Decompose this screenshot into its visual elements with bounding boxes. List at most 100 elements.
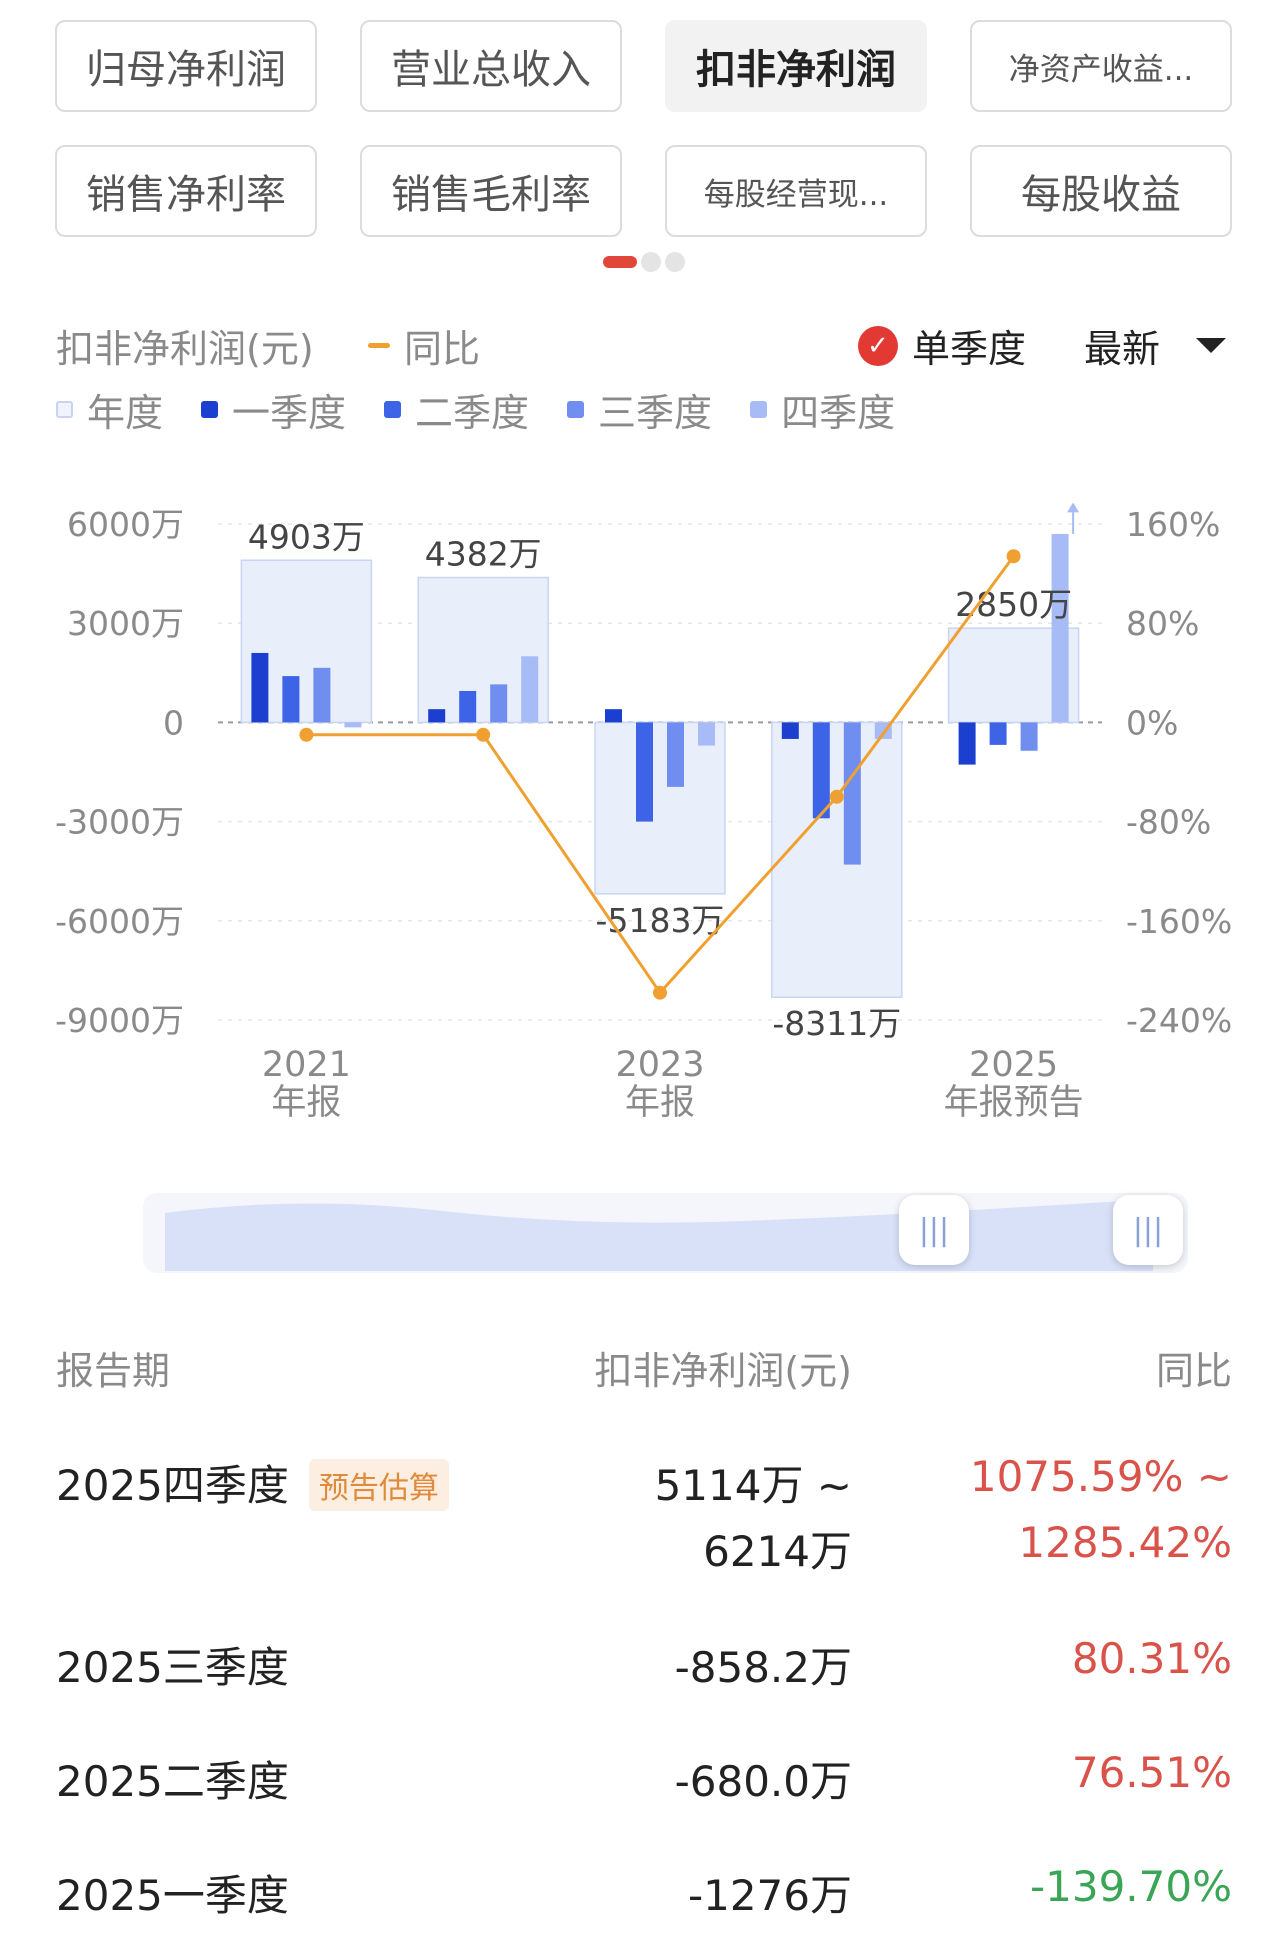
tab-deducted-net-profit[interactable]: 扣非净利润	[665, 20, 927, 112]
annual-value-label: 2850万	[955, 585, 1072, 624]
annual-value-label: 4382万	[425, 535, 542, 574]
table-header-period: 报告期	[56, 1349, 171, 1393]
series-legend: 年度 一季度 二季度 三季度 四季度	[56, 382, 933, 437]
single-quarter-toggle[interactable]: ✓ 单季度	[858, 318, 1026, 373]
x-tick-sublabel: 年报	[625, 1083, 695, 1123]
y2-tick-label: 0%	[1126, 703, 1178, 742]
chart-title: 扣非净利润(元)	[56, 327, 314, 371]
legend-label: 年度	[87, 391, 164, 435]
quarter-bar	[781, 722, 799, 739]
row-yoy: 80.31%	[1071, 1634, 1232, 1683]
row-yoy: -139.70%	[1029, 1862, 1232, 1911]
quarter-bar	[459, 690, 477, 723]
yoy-legend: 同比	[368, 318, 480, 373]
quarter-bar	[958, 722, 976, 765]
quarter-bar	[698, 722, 715, 746]
annual-bar	[771, 721, 903, 998]
y-tick-label: -3000万	[55, 803, 184, 842]
legend-q4[interactable]: 四季度	[750, 382, 895, 437]
yoy-legend-label: 同比	[404, 327, 481, 371]
quarter-bar	[282, 676, 300, 723]
annual-value-label: -5183万	[596, 901, 725, 940]
quarter-bar	[490, 684, 508, 723]
row-value: -1276万	[687, 1871, 852, 1920]
yoy-point	[1006, 549, 1021, 564]
tab-operating-cashflow-per-share[interactable]: 每股经营现...	[665, 145, 927, 237]
pager-dot	[641, 252, 661, 272]
y2-tick-label: -80%	[1126, 803, 1211, 842]
quarter-bar	[1051, 533, 1069, 723]
table-header-value: 扣非净利润(元)	[594, 1349, 852, 1393]
tab-total-revenue[interactable]: 营业总收入	[360, 20, 622, 112]
y-tick-label: -9000万	[55, 1001, 184, 1040]
tab-eps[interactable]: 每股收益	[970, 145, 1232, 237]
y-tick-label: 6000万	[67, 505, 184, 544]
pager-dot	[665, 252, 685, 272]
annual-bar	[594, 721, 726, 895]
row-value: -858.2万	[674, 1643, 852, 1692]
y-tick-label: 3000万	[67, 604, 184, 643]
x-tick-label: 2021	[262, 1045, 351, 1085]
legend-q2[interactable]: 二季度	[384, 382, 529, 437]
quarter-bar	[636, 722, 653, 822]
tab-parent-net-profit[interactable]: 归母净利润	[55, 20, 317, 112]
quarter-bar	[605, 709, 622, 723]
arrow-up-icon	[1067, 502, 1080, 513]
y-tick-label: 0	[163, 703, 184, 742]
x-tick-sublabel: 年报	[271, 1083, 341, 1123]
forecast-badge: 预告估算	[308, 1458, 449, 1511]
legend-annual[interactable]: 年度	[56, 382, 163, 437]
profit-chart: 6000万 160% 3000万 80% 0 0% -3000万 -80% -6000万 -160…	[55, 502, 1232, 1123]
slider-left-handle[interactable]: |||	[899, 1195, 969, 1265]
latest-label: 最新	[1084, 327, 1161, 371]
y2-tick-label: 160%	[1126, 505, 1220, 544]
yoy-legend-line	[368, 343, 390, 348]
legend-swatch	[56, 401, 73, 418]
caret-down-icon	[1196, 338, 1227, 353]
legend-label: 四季度	[781, 391, 896, 435]
quarter-bar	[313, 667, 331, 723]
row-period: 2025二季度	[56, 1757, 289, 1806]
row-yoy-line2: 1285.42%	[1018, 1518, 1232, 1567]
yoy-point	[299, 727, 314, 742]
quarter-bar	[251, 652, 269, 723]
tab-gross-margin[interactable]: 销售毛利率	[360, 145, 622, 237]
y2-tick-label: -160%	[1126, 902, 1232, 941]
check-icon: ✓	[858, 325, 898, 366]
row-value: -680.0万	[674, 1757, 852, 1806]
quarter-bar	[989, 722, 1007, 745]
row-value: 5114万 ~	[654, 1461, 852, 1510]
quarter-bar	[1020, 722, 1038, 751]
tab-roe[interactable]: 净资产收益...	[970, 20, 1232, 112]
row-period: 2025三季度	[56, 1643, 289, 1692]
row-yoy: 1075.59% ~	[969, 1452, 1232, 1501]
quarter-bar	[843, 722, 861, 865]
table-header-yoy: 同比	[1155, 1349, 1232, 1393]
slider-preview-area	[165, 1199, 1153, 1271]
legend-label: 三季度	[598, 391, 713, 435]
yoy-point	[653, 985, 667, 1000]
legend-label: 二季度	[415, 391, 530, 435]
legend-q1[interactable]: 一季度	[201, 382, 346, 437]
legend-q3[interactable]: 三季度	[567, 382, 712, 437]
legend-label: 一季度	[232, 391, 347, 435]
x-tick-sublabel: 年报预告	[944, 1083, 1084, 1123]
legend-swatch	[750, 401, 768, 418]
y2-tick-label: -240%	[1126, 1001, 1232, 1040]
quarter-bar	[521, 656, 539, 723]
latest-dropdown[interactable]: 最新	[1084, 318, 1227, 373]
x-tick-label: 2025	[969, 1045, 1058, 1085]
annual-value-label: -8311万	[772, 1004, 901, 1043]
row-yoy: 76.51%	[1071, 1748, 1232, 1797]
yoy-point	[829, 789, 844, 804]
range-slider[interactable]	[143, 1193, 1188, 1273]
tab-pager-indicator	[603, 252, 685, 272]
y-tick-label: -6000万	[55, 902, 184, 941]
legend-swatch	[201, 401, 219, 418]
row-period: 2025一季度	[56, 1871, 289, 1920]
pager-active-bar	[603, 256, 637, 268]
quarter-bar	[812, 722, 830, 819]
legend-swatch	[567, 401, 585, 418]
tab-net-margin[interactable]: 销售净利率	[55, 145, 317, 237]
slider-right-handle[interactable]: |||	[1113, 1195, 1183, 1265]
